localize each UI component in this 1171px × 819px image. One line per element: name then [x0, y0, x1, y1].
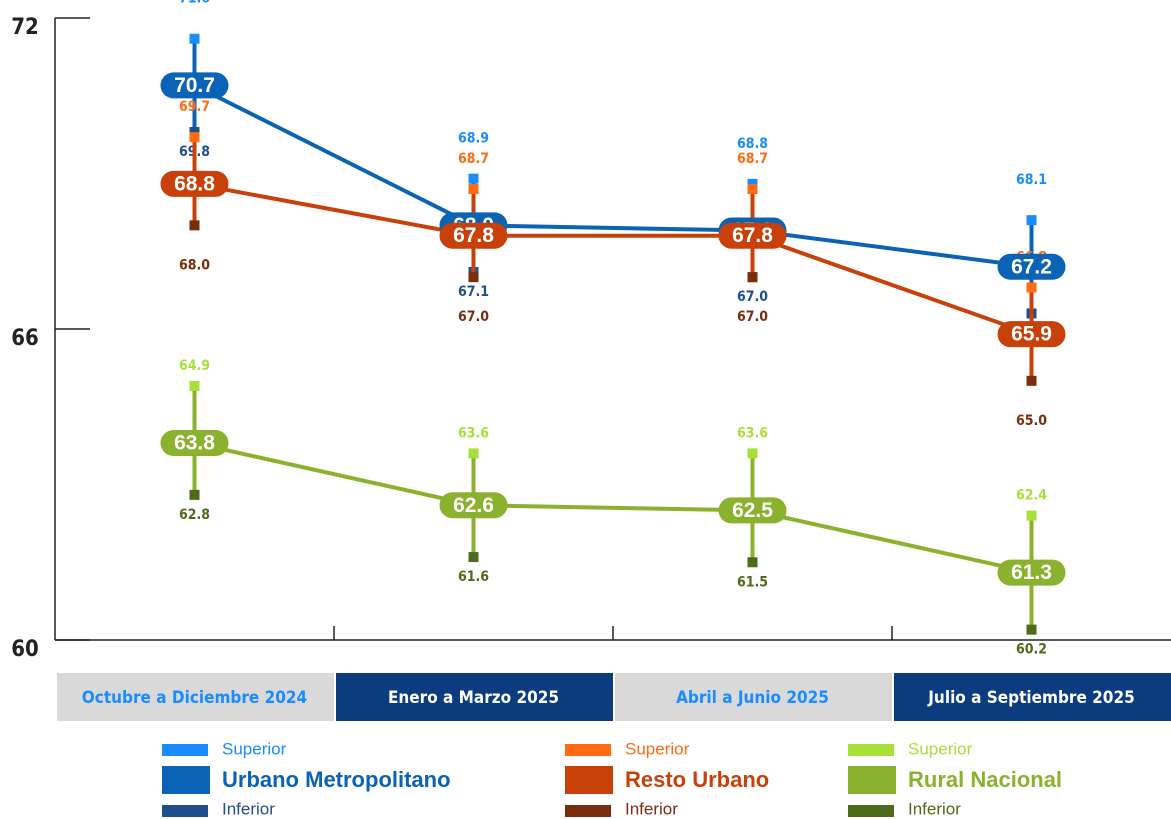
- upper-marker: [747, 448, 758, 459]
- value-label: 67.8: [453, 224, 494, 247]
- lower-label: 67.0: [458, 309, 489, 325]
- upper-label: 63.6: [737, 425, 768, 441]
- lower-marker: [747, 272, 758, 283]
- value-label: 70.7: [174, 74, 215, 97]
- legend-upper: Superior: [625, 739, 690, 758]
- lower-marker: [468, 272, 479, 283]
- x-tick-label: Enero a Marzo 2025: [388, 688, 559, 708]
- upper-marker: [189, 33, 200, 44]
- lower-marker: [468, 552, 479, 563]
- category-band: [615, 673, 892, 721]
- upper-label: 62.4: [1016, 488, 1047, 504]
- upper-label: 68.7: [458, 151, 489, 167]
- upper-label: 71.6: [179, 0, 210, 7]
- upper-label: 68.1: [1016, 172, 1047, 188]
- lower-label: 62.8: [179, 507, 210, 523]
- value-label: 68.8: [174, 172, 215, 195]
- lower-marker: [747, 557, 758, 568]
- series-line: [194, 181, 1033, 337]
- legend-swatch-lower: [848, 805, 894, 817]
- value-label: 67.8: [732, 224, 773, 247]
- x-tick-label: Octubre a Diciembre 2024: [82, 688, 307, 708]
- value-label: 63.8: [174, 432, 215, 455]
- upper-marker: [468, 184, 479, 195]
- upper-label: 69.7: [179, 99, 210, 115]
- upper-marker: [747, 178, 758, 189]
- lower-label: 67.0: [737, 309, 768, 325]
- upper-label: 68.9: [458, 131, 489, 147]
- upper-label: 68.8: [737, 136, 768, 152]
- legend-swatch: [162, 766, 210, 794]
- upper-label: 63.6: [458, 425, 489, 441]
- legend-upper: Superior: [908, 739, 973, 758]
- lower-label: 61.6: [458, 569, 489, 585]
- value-label: 62.6: [453, 494, 494, 517]
- x-tick-label: Abril a Junio 2025: [676, 688, 829, 708]
- lower-label: 68.0: [179, 257, 210, 273]
- lower-label: 67.0: [737, 289, 768, 305]
- value-label: 65.9: [1011, 323, 1052, 346]
- legend-name: Urbano Metropolitano: [222, 767, 451, 792]
- value-pill: [997, 321, 1066, 348]
- upper-marker: [1026, 215, 1037, 226]
- value-pill: [997, 253, 1066, 280]
- lower-marker: [189, 489, 200, 500]
- legend-upper: Superior: [222, 739, 287, 758]
- legend-swatch-upper: [162, 744, 208, 756]
- category-band: [336, 673, 613, 721]
- value-label: 62.5: [732, 499, 773, 522]
- value-label: 61.3: [1011, 561, 1052, 584]
- legend-swatch-lower: [565, 805, 611, 817]
- lower-label: 61.5: [737, 574, 768, 590]
- series-line: [193, 83, 1032, 269]
- series-line: [194, 441, 1032, 575]
- legend-swatch-upper: [565, 744, 611, 756]
- lower-marker: [189, 220, 200, 231]
- upper-marker: [468, 448, 479, 459]
- legend-swatch-upper: [848, 744, 894, 756]
- upper-marker: [747, 184, 758, 195]
- value-pill: [160, 72, 229, 99]
- upper-marker: [189, 132, 200, 143]
- upper-marker: [468, 173, 479, 184]
- upper-marker: [1026, 510, 1037, 521]
- x-tick-label: Julio a Septiembre 2025: [927, 688, 1134, 708]
- upper-marker: [1026, 282, 1037, 293]
- value-pill: [439, 222, 508, 249]
- y-tick-label: 72: [11, 15, 39, 40]
- lower-label: 60.2: [1016, 642, 1047, 658]
- value-pill: [718, 222, 787, 249]
- value-pill: [160, 170, 229, 197]
- lower-marker: [189, 127, 200, 138]
- legend-swatch-lower: [162, 805, 208, 817]
- legend-lower: Inferior: [908, 799, 961, 818]
- value-pill: [997, 559, 1066, 586]
- lower-label: 67.1: [458, 284, 489, 300]
- legend-name: Resto Urbano: [625, 767, 769, 792]
- value-pill: [718, 497, 787, 524]
- upper-label: 68.7: [737, 151, 768, 167]
- value-pill: [160, 430, 229, 457]
- value-pill: [439, 492, 508, 519]
- lower-label: 65.0: [1016, 413, 1047, 429]
- legend-swatch: [848, 766, 896, 794]
- upper-marker: [189, 381, 200, 392]
- value-label: 67.2: [1011, 255, 1052, 278]
- lower-marker: [1026, 624, 1037, 635]
- y-tick-label: 60: [11, 637, 39, 662]
- legend-name: Rural Nacional: [908, 767, 1062, 792]
- legend-lower: Inferior: [222, 799, 275, 818]
- category-band: [894, 673, 1171, 721]
- y-tick-label: 66: [11, 326, 39, 351]
- legend-lower: Inferior: [625, 799, 678, 818]
- legend-swatch: [565, 766, 613, 794]
- lower-marker: [1026, 375, 1037, 386]
- upper-label: 64.9: [179, 358, 210, 374]
- category-band: [57, 673, 334, 721]
